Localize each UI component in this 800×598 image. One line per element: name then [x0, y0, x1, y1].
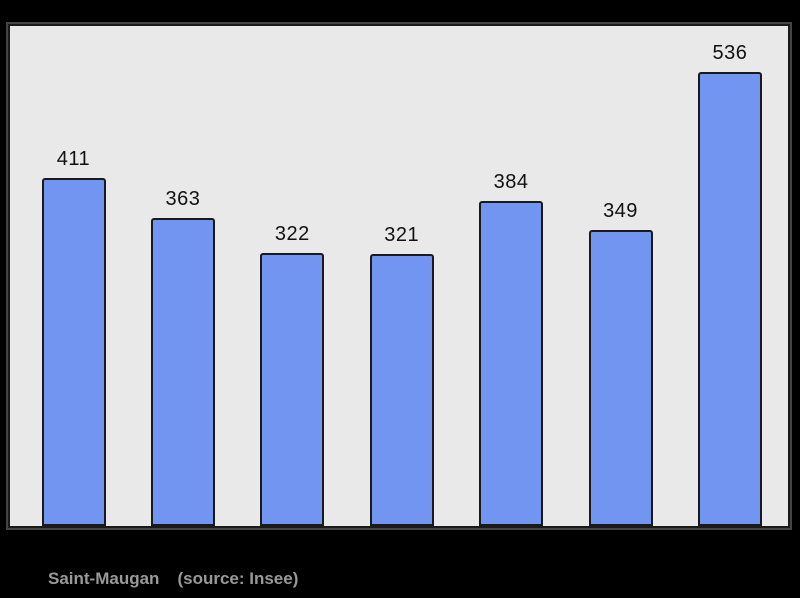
bar-value-label: 411	[56, 148, 91, 170]
plot-area: 411 363 322 321 384 349 536	[10, 26, 788, 526]
bar-value-label: 321	[384, 224, 420, 246]
bar-value-label: 363	[165, 188, 201, 210]
bar-value-label: 536	[712, 42, 748, 64]
bar	[260, 253, 325, 526]
bar	[369, 254, 434, 526]
bar	[697, 72, 762, 526]
bar-value-label: 349	[603, 200, 638, 222]
plot-panel: 411 363 322 321 384 349 536	[8, 24, 790, 528]
chart-caption: Saint-Maugan (source: Insee)	[48, 569, 298, 588]
bar	[479, 201, 544, 526]
bar	[41, 178, 106, 526]
bar	[150, 218, 215, 526]
bar	[588, 230, 653, 526]
caption-place: Saint-Maugan	[48, 569, 160, 588]
bar-value-label: 322	[274, 223, 310, 245]
caption-source: (source: Insee)	[177, 569, 299, 588]
bar-value-label: 384	[493, 171, 529, 193]
